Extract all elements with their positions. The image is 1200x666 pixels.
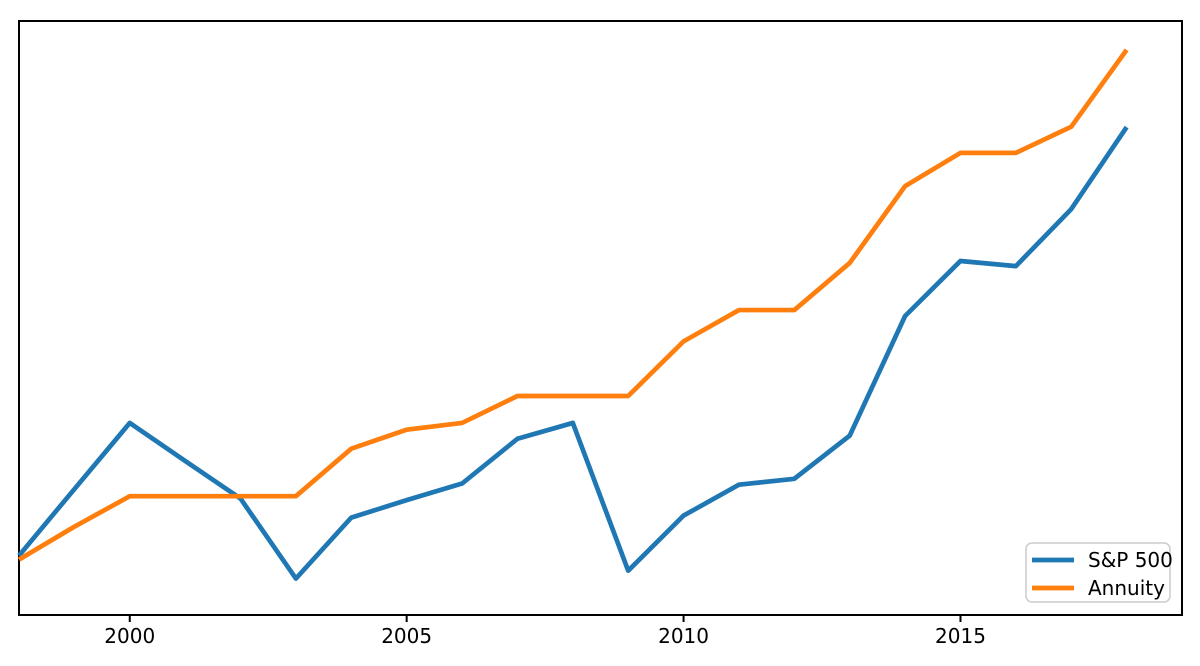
x-tick-label: 2015: [935, 624, 986, 648]
legend: S&P 500 Annuity: [1025, 542, 1173, 603]
annuity-line: [17, 48, 1129, 562]
x-axis: 2000 2005 2010 2015: [104, 615, 986, 648]
series-layer: [17, 48, 1129, 581]
sp500-legend-label: S&P 500: [1088, 548, 1173, 572]
x-tick-label: 2000: [104, 624, 155, 648]
x-tick-label: 2010: [658, 624, 709, 648]
annuity-legend-label: Annuity: [1088, 576, 1165, 600]
sp500-line: [17, 125, 1129, 581]
plot-frame: [18, 20, 1183, 616]
x-tick-label: 2005: [381, 624, 432, 648]
